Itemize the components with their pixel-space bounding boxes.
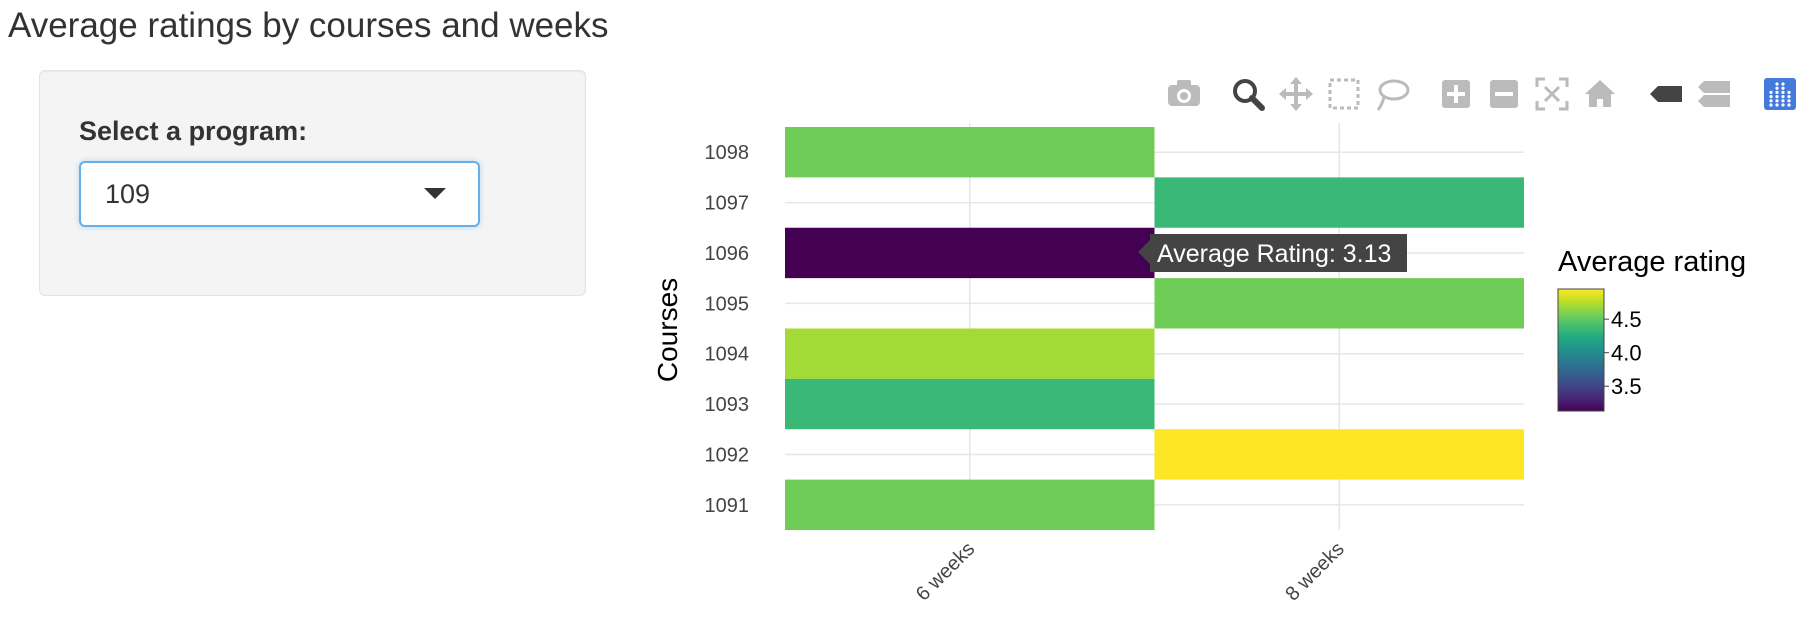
zoom-icon[interactable] — [1233, 79, 1265, 111]
heatmap-cell[interactable] — [785, 479, 1155, 530]
select-program-label: Select a program: — [79, 116, 308, 146]
y-tick-label: 1095 — [705, 293, 750, 315]
lasso-select-icon[interactable] — [1376, 79, 1410, 111]
x-tick-label: 8 weeks — [1281, 538, 1348, 605]
y-tick-label: 1097 — [705, 193, 750, 215]
heatmap-cell[interactable] — [785, 378, 1155, 430]
colorbar: Average rating 3.5 4.0 4.5 — [1557, 246, 1746, 412]
y-axis-title: Courses — [652, 278, 683, 382]
autoscale-icon[interactable] — [1535, 77, 1569, 111]
y-tick-label: 1098 — [705, 142, 750, 164]
plotly-logo-icon[interactable] — [1764, 78, 1796, 110]
pan-icon[interactable] — [1279, 77, 1313, 111]
y-tick-label: 1094 — [705, 344, 750, 366]
hover-compare-icon[interactable] — [1698, 81, 1730, 107]
zoom-out-icon[interactable] — [1490, 80, 1518, 108]
reset-axes-icon[interactable] — [1585, 80, 1615, 107]
y-tick-label: 1093 — [705, 394, 750, 416]
chevron-down-icon — [424, 188, 446, 199]
program-selector-panel: Select a program: 109 — [39, 70, 586, 296]
y-tick-label: 1092 — [705, 444, 750, 466]
x-axis-ticks: 6 weeks 8 weeks — [912, 538, 1349, 605]
heatmap-cell[interactable] — [1154, 177, 1525, 228]
hover-closest-icon[interactable] — [1650, 86, 1682, 102]
program-select[interactable]: 109 — [79, 161, 480, 227]
camera-icon[interactable] — [1168, 80, 1200, 106]
program-select-value: 109 — [105, 179, 151, 209]
hover-tooltip: Average Rating: 3.13 — [1138, 234, 1407, 272]
colorbar-gradient — [1557, 288, 1605, 412]
heatmap-cell[interactable] — [1154, 429, 1525, 480]
x-tick-label: 6 weeks — [912, 538, 979, 605]
page-title: Average ratings by courses and weeks — [8, 6, 609, 45]
y-axis-ticks: 1091 1092 1093 1094 1095 1096 1097 1098 — [705, 142, 750, 517]
y-tick-label: 1096 — [705, 243, 750, 265]
colorbar-tick-label: 4.0 — [1611, 341, 1642, 366]
box-select-icon[interactable] — [1328, 78, 1360, 110]
y-tick-label: 1091 — [705, 495, 750, 517]
heatmap-cell[interactable] — [785, 328, 1155, 379]
modebar — [1168, 77, 1796, 111]
heatmap-cell[interactable] — [785, 127, 1155, 178]
colorbar-title: Average rating — [1558, 246, 1746, 278]
colorbar-tick-label: 4.5 — [1611, 307, 1642, 332]
zoom-in-icon[interactable] — [1442, 80, 1470, 108]
heatmap-cell[interactable] — [785, 227, 1155, 279]
tooltip-background — [1138, 234, 1407, 272]
heatmap-cell[interactable] — [1154, 278, 1525, 329]
colorbar-tick-label: 3.5 — [1611, 374, 1642, 399]
tooltip-text: Average Rating: 3.13 — [1157, 240, 1391, 268]
heatmap-cells — [785, 127, 1524, 530]
